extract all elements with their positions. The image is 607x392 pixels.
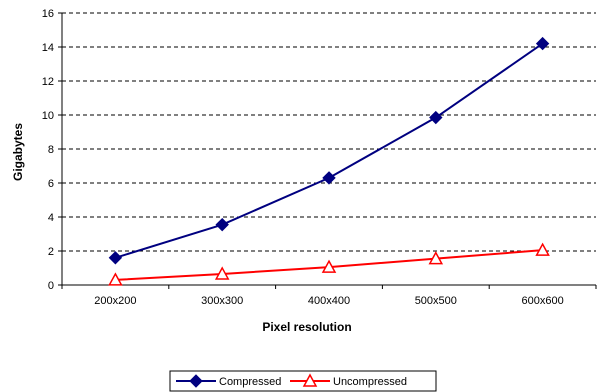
legend-label: Uncompressed [333, 376, 407, 388]
data-point-uncompressed [108, 272, 123, 286]
data-point-compressed [215, 217, 229, 232]
data-point-uncompressed [535, 242, 550, 256]
x-axis-title: Pixel resolution [262, 320, 351, 334]
data-point-uncompressed [428, 251, 444, 265]
series-line-compressed [115, 42, 544, 259]
x-tick-label: 500x500 [415, 295, 457, 307]
y-axis-title: Gigabytes [11, 123, 25, 181]
grid-lines [62, 12, 596, 252]
data-point-compressed [535, 36, 550, 51]
y-tick-label: 4 [48, 212, 54, 224]
y-tick-label: 2 [48, 246, 54, 258]
series-group [108, 36, 550, 286]
y-tick-label: 16 [42, 8, 54, 20]
y-tick-labels: 0 2 4 6 8 10 12 14 16 [42, 8, 54, 292]
x-tick-label: 400x400 [308, 295, 350, 307]
y-tick-label: 0 [48, 280, 54, 292]
legend-marker [189, 374, 203, 388]
y-tick-label: 10 [42, 110, 54, 122]
legend: Compressed Uncompressed [169, 370, 437, 392]
data-point-uncompressed [214, 266, 230, 280]
y-tick-label: 12 [42, 76, 54, 88]
x-tick-labels: 200x200 300x300 400x400 500x500 600x600 [94, 295, 563, 307]
y-tick-label: 8 [48, 144, 54, 156]
y-tick-label: 14 [42, 42, 54, 54]
x-tick-label: 200x200 [94, 295, 136, 307]
y-tick-label: 6 [48, 178, 54, 190]
x-tick-label: 600x600 [521, 295, 563, 307]
data-point-compressed [429, 110, 443, 125]
axes [58, 12, 597, 289]
data-point-compressed [322, 171, 336, 185]
data-point-compressed [108, 251, 123, 265]
x-tick-label: 300x300 [201, 295, 243, 307]
legend-label: Compressed [219, 376, 281, 388]
data-point-uncompressed [321, 259, 337, 273]
legend-marker [302, 373, 318, 387]
